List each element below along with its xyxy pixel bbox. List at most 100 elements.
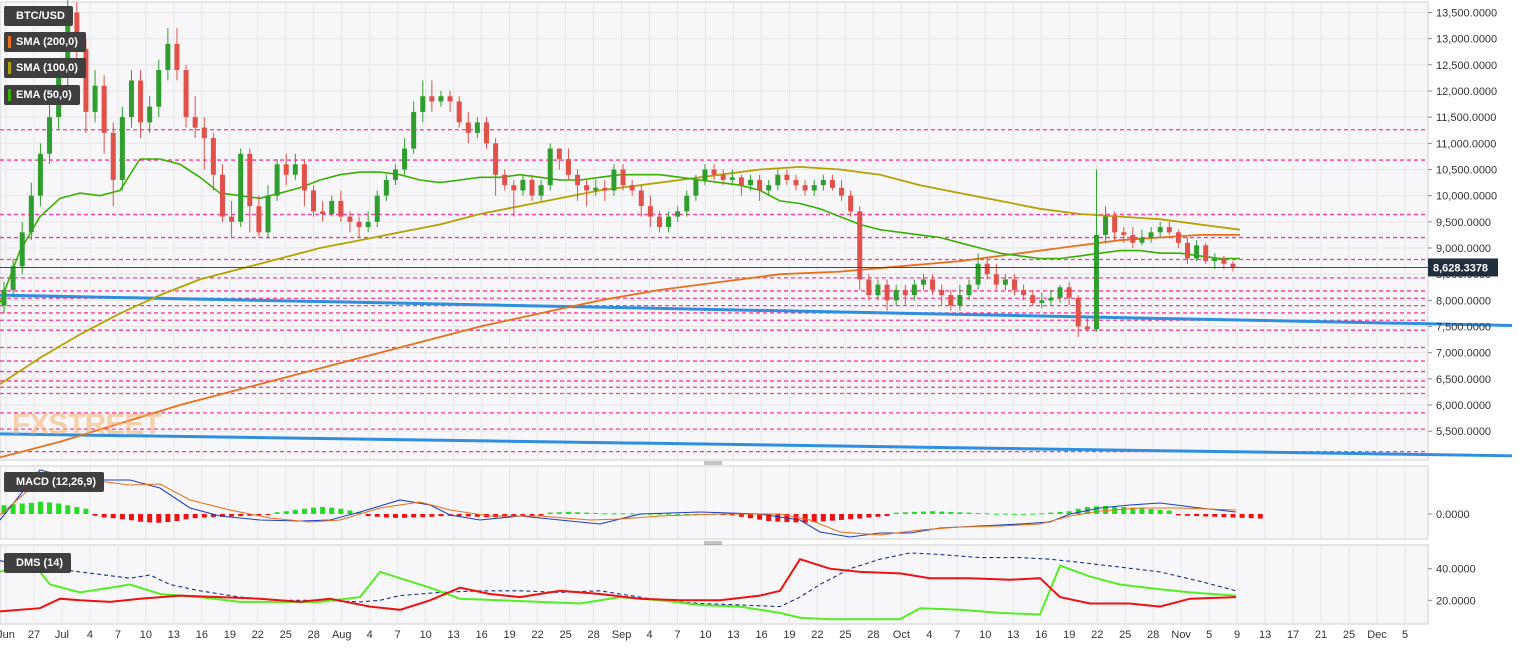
- y-tick-label: 7,000.0000: [1436, 348, 1491, 360]
- macd-histogram-bar: [210, 514, 216, 518]
- candle-body: [1066, 287, 1072, 298]
- macd-histogram-bar: [748, 514, 754, 519]
- ema50-text: EMA (50,0): [16, 89, 72, 101]
- macd-histogram-bar: [666, 513, 672, 515]
- macd-histogram-bar: [875, 514, 881, 517]
- macd-histogram-bar: [811, 514, 817, 523]
- x-tick-label: 10: [420, 629, 432, 641]
- x-tick-label: Nov: [1171, 629, 1191, 641]
- x-tick-label: 10: [979, 629, 991, 641]
- y-tick-label: 11,000.0000: [1436, 138, 1496, 150]
- dms-label[interactable]: DMS (14): [4, 553, 72, 573]
- candle-body: [638, 190, 644, 207]
- x-tick-label: 27: [28, 629, 40, 641]
- x-tick-label: 17: [1287, 629, 1299, 641]
- sma100-label[interactable]: SMA (100,0): [4, 58, 86, 78]
- macd-histogram-bar: [1166, 510, 1172, 514]
- last-price-value: 8,628.3378: [1433, 262, 1488, 274]
- macd-histogram-bar: [1021, 513, 1027, 515]
- candle-body: [110, 132, 116, 180]
- candle-body: [939, 289, 945, 296]
- candle-body: [647, 206, 653, 217]
- macd-histogram-bar: [538, 514, 544, 516]
- candle-body: [766, 185, 772, 191]
- candle-body: [1157, 227, 1163, 233]
- candle-body: [156, 70, 162, 107]
- macd-histogram-bar: [1239, 514, 1245, 518]
- x-tick-label: 25: [559, 629, 571, 641]
- sma200-label[interactable]: SMA (200,0): [4, 32, 86, 52]
- macd-histogram-bar: [884, 514, 890, 517]
- candle-body: [19, 232, 25, 267]
- candle-body: [392, 169, 398, 180]
- candle-body: [429, 96, 435, 102]
- macd-histogram-bar: [174, 514, 180, 521]
- candle-body: [1212, 258, 1218, 262]
- candle-body: [374, 195, 380, 222]
- watermark-left-text: FX: [12, 408, 49, 441]
- x-tick-label: 4: [926, 629, 932, 641]
- candle-body: [128, 80, 134, 118]
- candle-body: [556, 148, 562, 160]
- y-tick-label: 5,500.0000: [1436, 426, 1491, 438]
- x-tick-label: 28: [867, 629, 879, 641]
- candle-body: [693, 179, 699, 196]
- macd-histogram-bar: [1093, 506, 1099, 514]
- macd-histogram-bar: [866, 514, 872, 518]
- y-tick-label: 9,500.0000: [1436, 217, 1491, 229]
- macd-histogram-bar: [975, 512, 981, 514]
- macd-histogram-bar: [265, 514, 271, 516]
- y-tick-label: 13,500.0000: [1436, 7, 1497, 19]
- x-tick-label: 22: [531, 629, 543, 641]
- x-tick-label: 21: [1315, 629, 1327, 641]
- instrument-label[interactable]: BTC/USD: [4, 6, 73, 26]
- x-tick-label: 4: [646, 629, 652, 641]
- macd-histogram-bar: [1048, 512, 1054, 514]
- macd-histogram-bar: [1012, 513, 1018, 515]
- macd-histogram-bar: [329, 507, 335, 514]
- candle-body: [975, 263, 981, 285]
- macd-histogram-bar: [629, 513, 635, 515]
- macd-histogram-bar: [1184, 514, 1190, 516]
- dms-tick-label: 20.0000: [1436, 595, 1476, 607]
- macd-histogram-bar: [1130, 507, 1136, 514]
- macd-histogram-bar: [56, 503, 62, 514]
- candle-body: [848, 195, 854, 212]
- sma100-text: SMA (100,0): [16, 62, 78, 74]
- macd-histogram-bar: [893, 512, 899, 514]
- x-tick-label: 25: [839, 629, 851, 641]
- ema50-label[interactable]: EMA (50,0): [4, 85, 80, 105]
- candle-body: [10, 266, 16, 290]
- ema50-line: [0, 158, 1240, 304]
- candle-body: [775, 174, 781, 186]
- macd-histogram-bar: [1121, 507, 1127, 514]
- y-tick-label: 7,500.0000: [1436, 322, 1491, 334]
- candle-body: [902, 289, 908, 296]
- candle-body: [738, 177, 744, 186]
- candle-body: [74, 12, 80, 50]
- candle-body: [402, 148, 408, 170]
- x-tick-label: 25: [1343, 629, 1355, 641]
- candle-body: [1, 289, 7, 306]
- candle-body: [811, 185, 817, 191]
- candle-body: [529, 179, 535, 196]
- x-tick-label: Oct: [893, 629, 910, 641]
- macd-histogram-bar: [374, 514, 380, 517]
- macd-label[interactable]: MACD (12,26,9): [4, 472, 105, 492]
- x-tick-label: 28: [1147, 629, 1159, 641]
- macd-histogram-bar: [857, 514, 863, 519]
- macd-histogram-bar: [602, 513, 608, 515]
- candle-body: [210, 138, 216, 175]
- macd-histogram-bar: [256, 514, 262, 516]
- candle-body: [620, 169, 626, 186]
- macd-histogram-bar: [920, 511, 926, 514]
- macd-histogram-bar: [1030, 513, 1036, 515]
- candle-body: [829, 179, 835, 188]
- macd-histogram-bar: [1057, 511, 1063, 514]
- candle-body: [748, 179, 754, 186]
- candle-body: [757, 179, 763, 191]
- candle-body: [893, 289, 899, 301]
- candle-body: [493, 143, 499, 175]
- macd-histogram-bar: [320, 507, 326, 514]
- macd-histogram-bar: [584, 512, 590, 514]
